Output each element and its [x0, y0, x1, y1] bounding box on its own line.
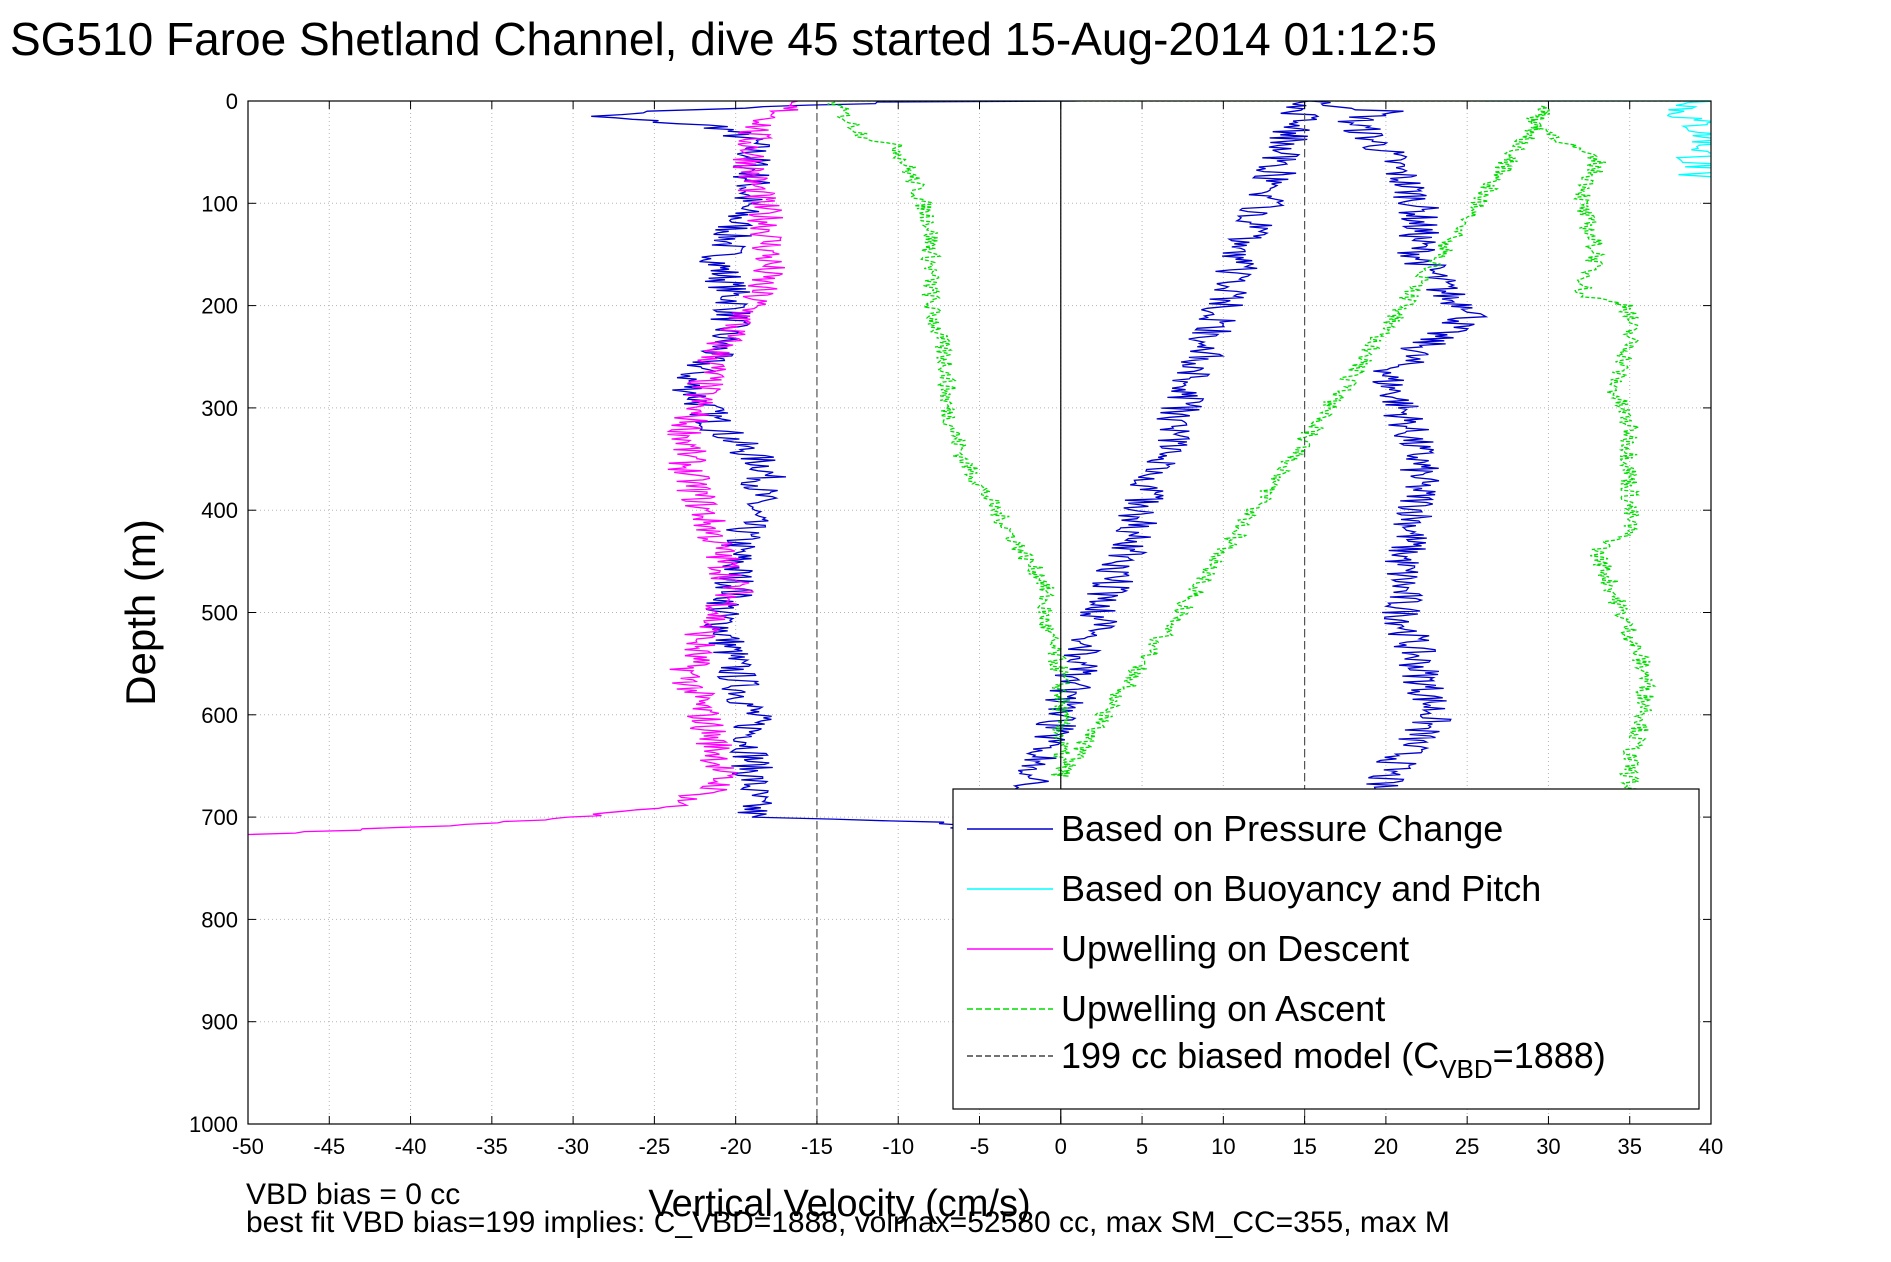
legend-box [952, 788, 1700, 1110]
x-tick-label: -40 [395, 1134, 427, 1159]
x-tick-label: 10 [1211, 1134, 1235, 1159]
x-tick-label: -30 [557, 1134, 589, 1159]
y-tick-label: 800 [201, 907, 238, 932]
x-tick-label: -5 [970, 1134, 990, 1159]
x-tick-label: -25 [638, 1134, 670, 1159]
chart-title: SG510 Faroe Shetland Channel, dive 45 st… [10, 13, 1437, 65]
y-tick-label: 300 [201, 396, 238, 421]
x-tick-label: 5 [1136, 1134, 1148, 1159]
series-line-3 [827, 101, 1711, 798]
x-tick-label: -15 [801, 1134, 833, 1159]
legend-label-main: 199 cc biased model (C [1061, 1035, 1439, 1076]
x-tick-label: 35 [1617, 1134, 1641, 1159]
y-axis-label: Depth (m) [117, 519, 164, 706]
legend-label-1: Based on Buoyancy and Pitch [1061, 868, 1541, 909]
x-tick-label: 20 [1374, 1134, 1398, 1159]
plot-area: -50 -45 -40 -35 -30 -25 -20 -15 -10 -5 0 5 10 15 20 25 3… [117, 89, 1723, 1225]
x-tick-label: 25 [1455, 1134, 1479, 1159]
x-tick-label: 30 [1536, 1134, 1560, 1159]
legend-label-suffix: =1888) [1493, 1035, 1606, 1076]
y-tick-label: 1000 [189, 1112, 238, 1137]
x-tick-label: -10 [882, 1134, 914, 1159]
y-tick-label: 200 [201, 294, 238, 319]
series-line-1 [1483, 101, 1711, 178]
x-tick-label: 15 [1292, 1134, 1316, 1159]
x-tick-label: -45 [313, 1134, 345, 1159]
y-tick-label: 100 [201, 191, 238, 216]
vbd-bias-note: VBD bias = 0 cc [246, 1178, 461, 1211]
y-tick-label: 700 [201, 805, 238, 830]
legend-label-2: Upwelling on Descent [1061, 928, 1409, 969]
y-tick-label: 500 [201, 601, 238, 626]
legend-label-0: Based on Pressure Change [1061, 808, 1503, 849]
y-tick-label: 0 [226, 89, 238, 114]
legend-label-4: 199 cc biased model (CVBD=1888) [1061, 1035, 1606, 1084]
x-tick-label: -20 [720, 1134, 752, 1159]
x-tick-label: -35 [476, 1134, 508, 1159]
series-line-0 [591, 101, 1489, 835]
legend-label-3: Upwelling on Ascent [1061, 988, 1385, 1029]
y-tick-label: 400 [201, 498, 238, 523]
y-tick-label: 900 [201, 1010, 238, 1035]
x-tick-label: -50 [232, 1134, 264, 1159]
x-tick-label: 40 [1699, 1134, 1723, 1159]
series-line-2 [248, 101, 799, 836]
x-tick-label: 0 [1055, 1134, 1067, 1159]
legend-label-subscript: VBD [1439, 1054, 1492, 1084]
x-axis-label: Vertical Velocity (cm/s) [648, 1183, 1030, 1225]
series-group [248, 101, 1711, 836]
y-tick-label: 600 [201, 703, 238, 728]
best-fit-note: best fit VBD bias=199 implies: C_VBD=188… [246, 1206, 1450, 1239]
